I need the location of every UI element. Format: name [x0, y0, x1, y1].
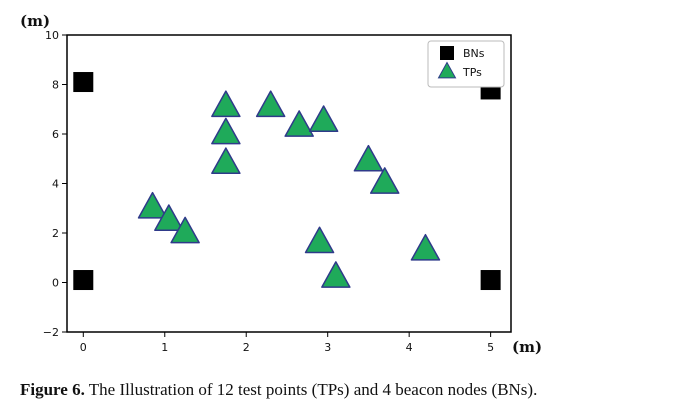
- tp-point-11: [304, 226, 335, 254]
- x-axis-unit-label: (m): [512, 338, 542, 356]
- figure-caption-text: The Illustration of 12 test points (TPs)…: [84, 380, 538, 399]
- legend-label-tps: TPs: [462, 66, 482, 79]
- bn-point-1: [73, 270, 94, 291]
- y-tick-label-6: 10: [45, 29, 59, 42]
- figure-caption-label: Figure 6.: [20, 380, 85, 399]
- y-axis-unit-label: (m): [20, 12, 50, 30]
- tp-point-5: [211, 147, 241, 175]
- x-tick-label-0: 0: [80, 341, 87, 354]
- legend-entries: BNs TPs: [437, 46, 485, 79]
- legend-label-bns: BNs: [463, 47, 485, 60]
- legend-marker-tps: [437, 61, 457, 79]
- legend-marker-bns: [440, 46, 454, 60]
- y-tick-label-4: 6: [52, 128, 59, 141]
- tp-point-3: [308, 105, 339, 132]
- y-tick-label-3: 4: [52, 178, 59, 191]
- tp-point-10: [170, 216, 200, 244]
- x-tick-label-1: 1: [161, 341, 168, 354]
- tp-point-9: [154, 204, 184, 231]
- scatter-chart: 0 1 2 3 4 5 −2 0 2 4 6 8 10 (m) (m) BNs TPs: [20, 12, 542, 356]
- x-tick-label-4: 4: [406, 341, 413, 354]
- tp-point-13: [410, 233, 441, 261]
- y-tick-label-2: 2: [52, 227, 59, 240]
- tp-point-8: [137, 191, 168, 219]
- tp-point-0: [211, 90, 241, 118]
- y-tick-label-5: 8: [52, 79, 59, 92]
- x-tick-label-2: 2: [243, 341, 250, 354]
- y-axis-ticks: −2 0 2 4 6 8 10: [43, 29, 67, 339]
- x-tick-label-3: 3: [324, 341, 331, 354]
- tp-point-7: [369, 167, 400, 194]
- x-axis-ticks: 0 1 2 3 4 5: [80, 332, 494, 354]
- tp-point-2: [284, 110, 314, 137]
- tp-point-6: [353, 144, 384, 172]
- legend: BNs TPs: [427, 40, 505, 88]
- x-tick-label-5: 5: [487, 341, 494, 354]
- data-points: [73, 72, 501, 291]
- tp-point-12: [321, 261, 351, 288]
- y-tick-label-0: −2: [43, 326, 59, 339]
- bn-point-0: [73, 72, 94, 93]
- figure-caption: Figure 6. The Illustration of 12 test po…: [20, 380, 670, 400]
- tp-point-4: [211, 117, 241, 145]
- bn-point-3: [480, 270, 501, 291]
- y-tick-label-1: 0: [52, 277, 59, 290]
- tp-point-1: [255, 90, 286, 118]
